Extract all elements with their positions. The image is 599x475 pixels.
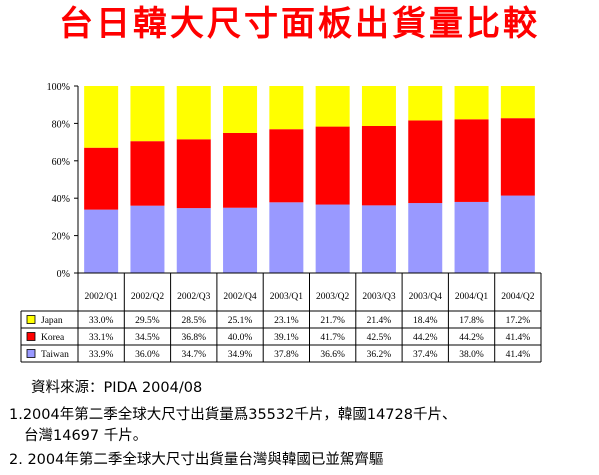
x-tick-label: 2003/Q2 [316, 292, 350, 302]
chart-title: 台日韓大尺寸面板出貨量比較 [59, 4, 540, 44]
bar-segment-taiwan [500, 195, 535, 273]
data-label: 41.4% [506, 333, 531, 343]
data-label: 41.7% [320, 333, 345, 343]
legend-swatch-taiwan [26, 349, 36, 358]
x-tick-label: 2003/Q1 [270, 292, 304, 302]
bar-segment-taiwan [454, 201, 489, 273]
bar-segment-taiwan [176, 208, 211, 273]
data-label: 17.2% [506, 316, 531, 326]
data-label: 18.4% [413, 316, 438, 326]
bar-segment-korea [315, 126, 350, 205]
legend-label-taiwan: Taiwan [41, 350, 69, 360]
data-label: 44.2% [459, 333, 484, 343]
legend-label-korea: Korea [41, 333, 65, 343]
data-label: 39.1% [274, 333, 299, 343]
note-1-line-2: 台灣14697 千片。 [24, 428, 148, 444]
bar-segment-taiwan [223, 207, 258, 273]
data-label: 34.5% [135, 333, 160, 343]
data-label: 42.5% [367, 333, 392, 343]
y-tick-label: 40% [52, 194, 70, 205]
bar-segment-japan [315, 86, 350, 127]
x-tick-label: 2004/Q1 [455, 292, 489, 302]
bar-segment-taiwan [408, 203, 443, 273]
bar-segment-taiwan [315, 204, 350, 273]
x-tick-label: 2003/Q3 [362, 292, 396, 302]
data-label: 33.1% [89, 333, 114, 343]
bar-segment-japan [176, 86, 211, 140]
data-label: 44.2% [413, 333, 438, 343]
bar-segment-korea [454, 119, 489, 202]
bar-segment-japan [361, 86, 396, 126]
bar-segment-japan [84, 86, 119, 148]
bar-segment-korea [84, 147, 119, 210]
data-label: 37.8% [274, 350, 299, 360]
data-label: 36.6% [320, 350, 345, 360]
bar-segment-taiwan [269, 202, 304, 273]
bar-segment-korea [176, 139, 211, 209]
y-tick-label: 80% [52, 119, 70, 130]
data-label: 21.4% [367, 316, 392, 326]
bar-segment-japan [500, 86, 535, 119]
data-label: 21.7% [320, 316, 345, 326]
bar-segment-japan [408, 86, 443, 121]
x-tick-label: 2002/Q3 [177, 292, 211, 302]
x-tick-label: 2003/Q4 [409, 292, 443, 302]
data-label: 25.1% [228, 316, 253, 326]
bar-segment-taiwan [361, 205, 396, 273]
x-tick-label: 2002/Q4 [223, 292, 257, 302]
data-label: 36.2% [367, 350, 392, 360]
x-tick-label: 2002/Q1 [85, 292, 119, 302]
data-label: 28.5% [181, 316, 206, 326]
data-label: 36.0% [135, 350, 160, 360]
y-tick-label: 0% [57, 269, 70, 280]
source-note: 資料來源：PIDA 2004/08 [31, 380, 203, 396]
data-label: 34.9% [228, 350, 253, 360]
legend-swatch-japan [26, 315, 36, 324]
legend-swatch-korea [26, 332, 36, 341]
bar-segment-japan [130, 86, 165, 142]
bar-segment-korea [361, 125, 396, 206]
bar-segment-japan [269, 86, 304, 130]
legend-label-japan: Japan [41, 316, 63, 326]
data-label: 37.4% [413, 350, 438, 360]
data-label: 41.4% [506, 350, 531, 360]
x-tick-label: 2002/Q2 [131, 292, 165, 302]
bar-segment-korea [500, 118, 535, 196]
data-label: 17.8% [459, 316, 484, 326]
x-tick-label: 2004/Q2 [501, 292, 535, 302]
data-label: 33.0% [89, 316, 114, 326]
data-label: 33.9% [89, 350, 114, 360]
data-label: 40.0% [228, 333, 253, 343]
data-label: 23.1% [274, 316, 299, 326]
y-tick-label: 100% [47, 82, 70, 93]
y-tick-label: 20% [52, 232, 70, 243]
note-1: 1.2004年第二季全球大尺寸出貨量爲35532千片，韓國14728千片、 台灣… [9, 405, 599, 447]
bar-segment-japan [454, 86, 489, 120]
data-label: 29.5% [135, 316, 160, 326]
note-2: 2. 2004年第二季全球大尺寸出貨量台灣與韓國已並駕齊驅 [9, 452, 384, 468]
bar-segment-korea [130, 141, 165, 206]
bar-segment-japan [223, 86, 258, 133]
bar-segment-korea [223, 132, 258, 208]
data-label: 38.0% [459, 350, 484, 360]
note-1-line-1: 1.2004年第二季全球大尺寸出貨量爲35532千片，韓國14728千片、 [9, 407, 457, 423]
y-tick-label: 60% [52, 157, 70, 168]
bar-segment-taiwan [84, 209, 119, 273]
data-label: 36.8% [181, 333, 206, 343]
bar-segment-taiwan [130, 205, 165, 273]
bar-segment-korea [269, 129, 304, 203]
bar-segment-korea [408, 120, 443, 204]
data-label: 34.7% [181, 350, 206, 360]
